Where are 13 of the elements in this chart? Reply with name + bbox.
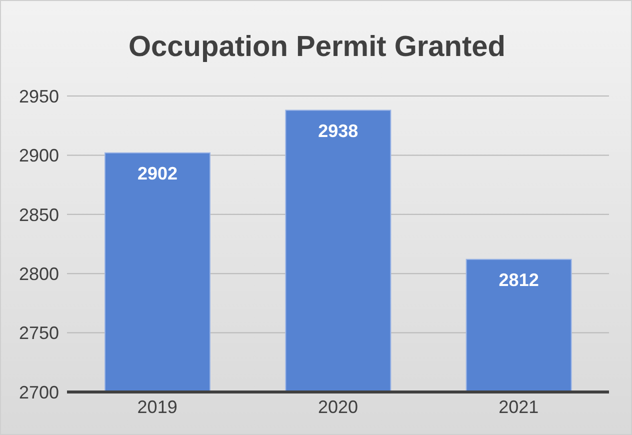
data-label: 2812 <box>498 270 539 290</box>
y-tick-label: 2900 <box>18 146 59 166</box>
data-label: 2938 <box>318 120 358 141</box>
y-tick-label: 2700 <box>18 382 59 402</box>
chart-title: Occupation Permit Granted <box>127 31 507 64</box>
x-tick-label: 2021 <box>498 396 539 417</box>
y-tick-label: 2750 <box>18 323 59 344</box>
y-tick-label: 2850 <box>18 204 59 225</box>
x-tick-label: 2020 <box>318 396 358 417</box>
y-tick-label: 2950 <box>18 86 59 106</box>
data-label: 2902 <box>137 164 178 184</box>
x-tick-label: 2019 <box>137 396 178 417</box>
y-tick-label: 2800 <box>18 264 59 284</box>
